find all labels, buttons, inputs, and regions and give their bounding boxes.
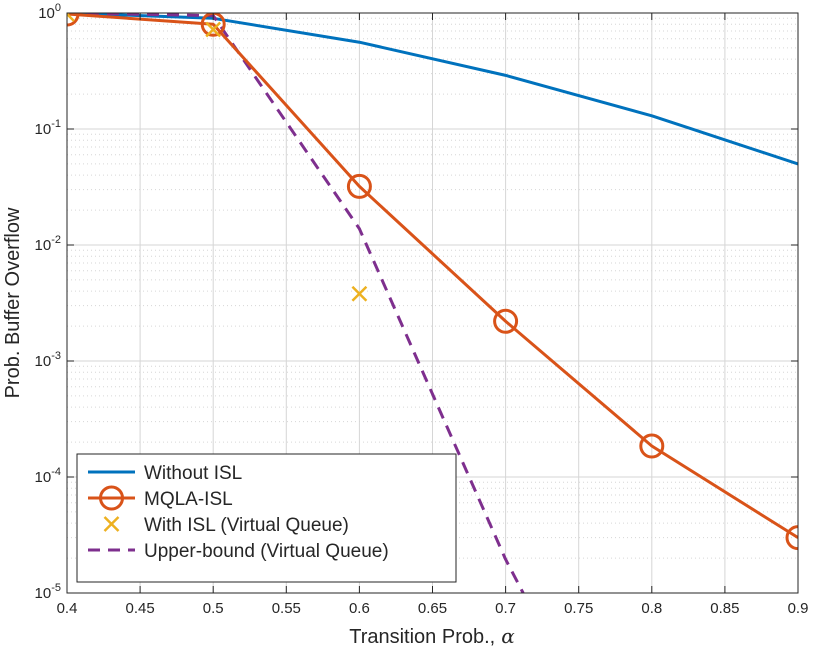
x-tick-label: 0.7 bbox=[495, 600, 516, 617]
series-line bbox=[67, 13, 798, 539]
legend: Without ISL MQLA-ISL With ISL (Virtual Que… bbox=[76, 453, 457, 583]
legend-swatch-marker bbox=[103, 516, 120, 532]
x-axis-label-text: Transition Prob., bbox=[349, 626, 495, 648]
series-layer bbox=[67, 13, 798, 593]
series-without-isl bbox=[67, 13, 798, 166]
y-tick-mantissa: 10 bbox=[35, 585, 52, 602]
data-point bbox=[67, 13, 80, 27]
y-axis-label: Prob. Buffer Overflow bbox=[2, 207, 24, 398]
y-tick-exponent: 0 bbox=[55, 2, 61, 14]
x-tick-label: 0.6 bbox=[349, 600, 370, 617]
x-tick-label: 0.45 bbox=[125, 600, 154, 617]
y-tick-exponent: -1 bbox=[51, 118, 61, 130]
data-point bbox=[639, 433, 665, 459]
data-point bbox=[346, 173, 372, 199]
y-tick-exponent: -2 bbox=[51, 234, 61, 246]
y-tick-mantissa: 10 bbox=[35, 353, 52, 370]
y-tick-exponent: -3 bbox=[51, 350, 61, 362]
series-upper-bound-virtual-queue bbox=[67, 13, 525, 593]
data-point bbox=[785, 525, 798, 551]
x-tick-label: 0.9 bbox=[788, 600, 809, 617]
series-line bbox=[67, 13, 798, 166]
data-point bbox=[493, 308, 519, 334]
y-tick-label: 10-3 bbox=[35, 350, 61, 370]
data-point bbox=[67, 13, 75, 22]
x-axis-label: Transition Prob., α bbox=[349, 624, 515, 648]
series-mqla-isl bbox=[67, 13, 798, 551]
y-tick-label: 10-4 bbox=[35, 466, 61, 486]
y-tick-label: 10-5 bbox=[35, 582, 61, 602]
legend-item-with-isl-virtual-queue: With ISL (Virtual Queue) bbox=[103, 515, 349, 536]
axis-ticks bbox=[66, 12, 799, 594]
legend-label: Without ISL bbox=[144, 463, 242, 484]
series-with-isl-virtual-queue bbox=[67, 13, 368, 302]
legend-label: With ISL (Virtual Queue) bbox=[144, 515, 349, 536]
y-tick-mantissa: 10 bbox=[35, 469, 52, 486]
legend-box bbox=[76, 453, 457, 583]
legend-label: Upper-bound (Virtual Queue) bbox=[144, 541, 389, 562]
x-tick-label: 0.8 bbox=[641, 600, 662, 617]
y-tick-mantissa: 10 bbox=[35, 121, 52, 138]
x-tick-label: 0.85 bbox=[710, 600, 739, 617]
x-tick-label: 0.75 bbox=[564, 600, 593, 617]
y-tick-mantissa: 10 bbox=[38, 5, 55, 22]
data-point bbox=[205, 21, 222, 38]
series-line bbox=[67, 13, 525, 593]
x-marker-stroke bbox=[205, 21, 222, 38]
legend-item-mqla-isl: MQLA-ISL bbox=[88, 485, 233, 511]
x-marker-stroke bbox=[67, 13, 75, 22]
y-tick-label: 100 bbox=[38, 2, 61, 22]
x-tick-labels: 0.4 0.45 0.5 0.55 0.6 0.65 0.7 0.75 0.8 0.85 0.9 bbox=[57, 600, 809, 617]
legend-label: MQLA-ISL bbox=[144, 489, 233, 510]
data-point bbox=[351, 285, 368, 302]
x-tick-label: 0.55 bbox=[272, 600, 301, 617]
x-tick-label: 0.4 bbox=[57, 600, 78, 617]
legend-swatch-marker bbox=[99, 485, 124, 511]
y-tick-label: 10-2 bbox=[35, 234, 61, 254]
x-tick-label: 0.5 bbox=[203, 600, 224, 617]
legend-item-without-isl: Without ISL bbox=[88, 463, 242, 484]
x-marker-stroke bbox=[351, 285, 368, 302]
x-tick-label: 0.65 bbox=[418, 600, 447, 617]
y-tick-label: 10-1 bbox=[35, 118, 61, 138]
legend-item-upper-bound-virtual-queue: Upper-bound (Virtual Queue) bbox=[88, 541, 389, 562]
y-tick-exponent: -4 bbox=[51, 466, 61, 478]
y-tick-mantissa: 10 bbox=[35, 237, 52, 254]
legend-entries: Without ISL MQLA-ISL With ISL (Virtual Que… bbox=[88, 463, 389, 562]
y-tick-exponent: -5 bbox=[51, 582, 61, 594]
x-axis-label-symbol: α bbox=[501, 624, 515, 648]
x-marker-stroke bbox=[103, 516, 120, 532]
